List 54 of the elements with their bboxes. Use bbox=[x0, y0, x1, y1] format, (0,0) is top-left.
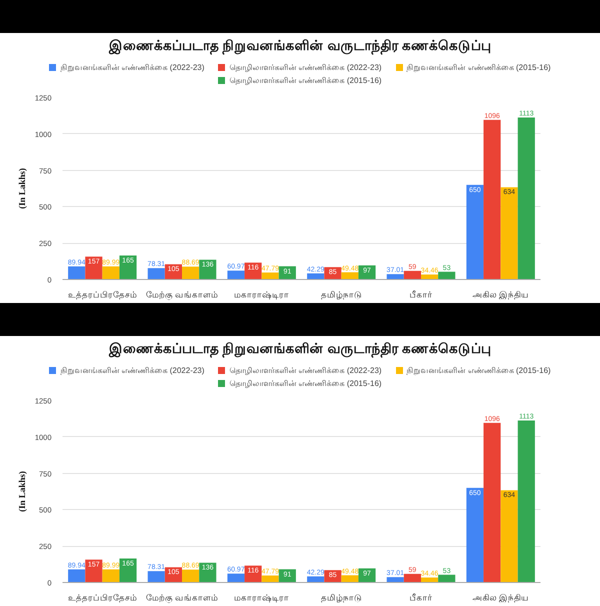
legend-label: நிறுவனங்களின் எண்ணிக்கை (2015-16) bbox=[406, 365, 551, 376]
x-tick-label: அகில இந்திய bbox=[472, 290, 529, 300]
bar bbox=[148, 571, 165, 582]
legend-label: தொழிலாளர்களின் எண்ணிக்கை (2022-23) bbox=[229, 62, 382, 73]
legend-label: தொழிலாளர்களின் எண்ணிக்கை (2015-16) bbox=[229, 378, 382, 389]
x-tick-label: மேற்கு வங்காளம் bbox=[146, 290, 218, 302]
legend-label: நிறுவனங்களின் எண்ணிக்கை (2022-23) bbox=[60, 62, 204, 73]
bar bbox=[199, 260, 216, 280]
chart-title: இணைக்கப்படாத நிறுவனங்களின் வருடாந்திர கணக்கெடுப்பு bbox=[108, 37, 492, 57]
bar bbox=[438, 574, 456, 582]
y-axis-title: (In Lakhs) bbox=[16, 168, 27, 209]
x-tick-label: மேற்கு வங்காளம் bbox=[146, 592, 218, 604]
x-tick-label: மகாராஷ்டிரா bbox=[234, 290, 290, 300]
chart-title: இணைக்கப்படாத நிறுவனங்களின் வருடாந்திர கணக்கெடுப்பு bbox=[108, 340, 492, 360]
bar bbox=[386, 577, 404, 582]
bar bbox=[199, 562, 216, 582]
y-axis-title: (In Lakhs) bbox=[16, 471, 27, 512]
bar bbox=[518, 420, 535, 582]
bar bbox=[68, 569, 86, 582]
x-tick-label: அகில இந்திய bbox=[472, 592, 529, 604]
x-tick-label: தமிழ்நாடு bbox=[320, 290, 362, 300]
bar bbox=[404, 270, 421, 280]
bar bbox=[466, 184, 484, 280]
bar bbox=[484, 120, 501, 280]
bar bbox=[102, 569, 120, 582]
bar bbox=[500, 187, 518, 280]
x-tick-label: பீகார் bbox=[410, 290, 432, 300]
bar bbox=[518, 117, 535, 280]
bar bbox=[182, 570, 200, 582]
legend-label: நிறுவனங்களின் எண்ணிக்கை (2022-23) bbox=[60, 365, 204, 376]
x-tick-label: மகாராஷ்டிரா bbox=[234, 592, 290, 602]
bar bbox=[85, 256, 102, 280]
bar bbox=[466, 488, 484, 582]
bar bbox=[102, 266, 120, 280]
x-tick-label: உத்தரப்பிரதேசம் bbox=[68, 592, 137, 602]
bar bbox=[85, 560, 102, 582]
bar bbox=[262, 272, 279, 280]
bar bbox=[484, 422, 501, 582]
bar bbox=[68, 266, 86, 280]
bar bbox=[148, 268, 165, 280]
legend-label: தொழிலாளர்களின் எண்ணிக்கை (2015-16) bbox=[229, 75, 382, 86]
x-tick-label: பீகார் bbox=[410, 592, 432, 602]
bar bbox=[438, 272, 456, 280]
bar bbox=[227, 574, 245, 582]
legend-label: தொழிலாளர்களின் எண்ணிக்கை (2022-23) bbox=[229, 365, 382, 376]
x-tick-label: உத்தரப்பிரதேசம் bbox=[68, 290, 137, 300]
bar bbox=[262, 576, 279, 582]
bar bbox=[386, 274, 404, 280]
x-tick-label: தமிழ்நாடு bbox=[320, 592, 362, 602]
bar bbox=[227, 270, 245, 280]
bar bbox=[404, 574, 421, 582]
bar bbox=[182, 266, 200, 280]
bar bbox=[500, 490, 518, 582]
legend-label: நிறுவனங்களின் எண்ணிக்கை (2015-16) bbox=[406, 62, 551, 73]
